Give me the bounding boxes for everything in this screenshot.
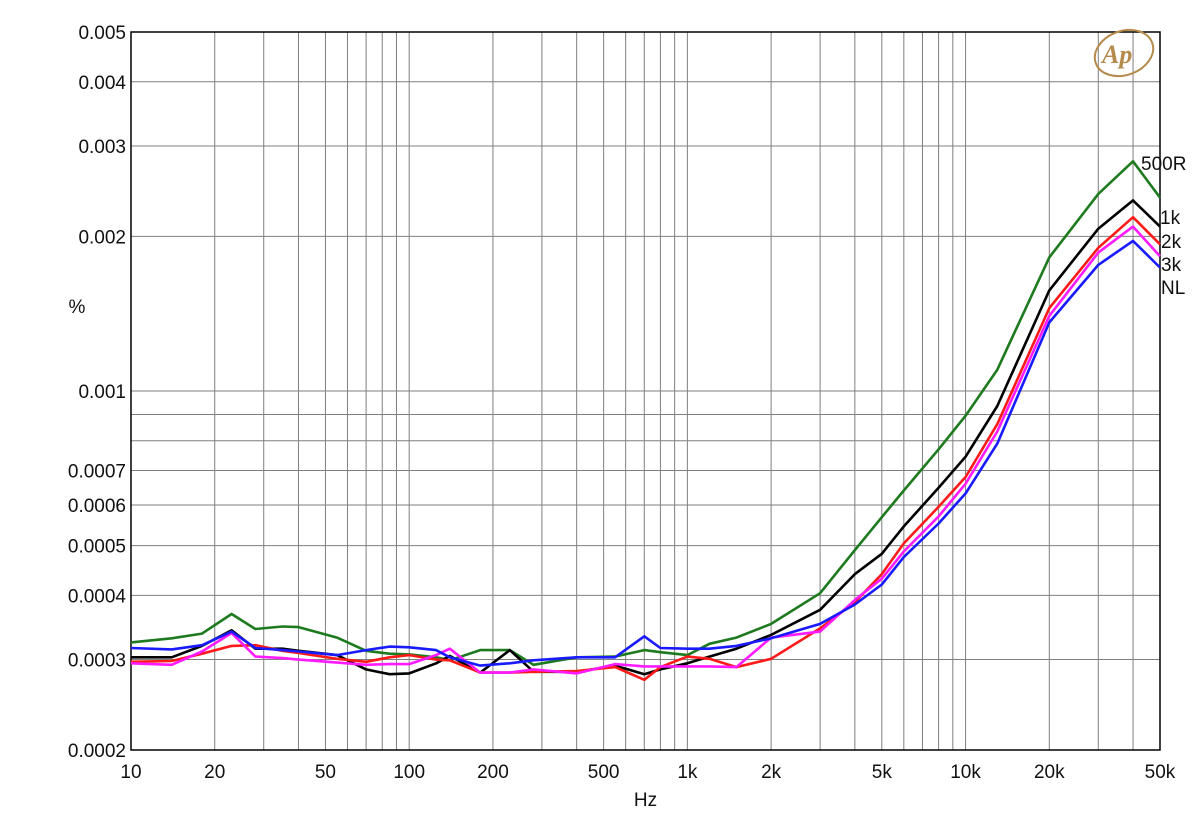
- y-axis-title: %: [69, 297, 86, 318]
- y-tick-label: 0.0004: [68, 586, 127, 607]
- x-tick-labels: 10 20 50 100 200 500 1k 2k 5k 10k 20k 50k: [120, 762, 1175, 783]
- series-label-1k: 1k: [1160, 208, 1181, 229]
- y-tick-label: 0.0005: [68, 537, 126, 558]
- y-tick-labels: 0.0002 0.0003 0.0004 0.0005 0.0006 0.0007 0.00…: [68, 23, 127, 762]
- x-tick-label: 10: [120, 762, 141, 783]
- ap-logo: Ap: [1093, 28, 1155, 78]
- x-tick-label: 2k: [761, 762, 782, 783]
- x-tick-label: 1k: [677, 762, 698, 783]
- x-tick-label: 100: [393, 762, 425, 783]
- x-tick-label: 20k: [1034, 762, 1065, 783]
- x-axis-title: Hz: [634, 790, 657, 811]
- plot-frame: [130, 31, 1161, 751]
- series-label-3k: 3k: [1161, 255, 1182, 276]
- x-tick-label: 5k: [872, 762, 893, 783]
- y-tick-label: 0.005: [78, 23, 126, 44]
- y-tick-label: 0.004: [78, 73, 126, 94]
- series-line-3k: [130, 225, 1161, 675]
- y-tick-label: 0.0007: [68, 462, 126, 483]
- x-tick-label: 50k: [1145, 762, 1176, 783]
- series-line-NL: [130, 239, 1161, 667]
- y-tick-label: 0.0006: [68, 496, 126, 517]
- y-tick-label: 0.003: [78, 137, 126, 158]
- x-tick-label: 20: [204, 762, 225, 783]
- series-label-NL: NL: [1161, 278, 1185, 299]
- series-label-500R: 500R: [1141, 154, 1186, 175]
- y-tick-label: 0.0002: [68, 741, 126, 762]
- series-lines: [130, 160, 1162, 682]
- series-label-2k: 2k: [1161, 232, 1182, 253]
- y-tick-label: 0.002: [78, 227, 126, 248]
- x-tick-label: 10k: [950, 762, 981, 783]
- x-tick-label: 50: [315, 762, 336, 783]
- y-tick-label: 0.001: [78, 382, 126, 403]
- svg-text:Ap: Ap: [1100, 40, 1132, 69]
- x-tick-label: 500: [588, 762, 620, 783]
- x-tick-label: 200: [477, 762, 509, 783]
- y-tick-label: 0.0003: [68, 651, 126, 672]
